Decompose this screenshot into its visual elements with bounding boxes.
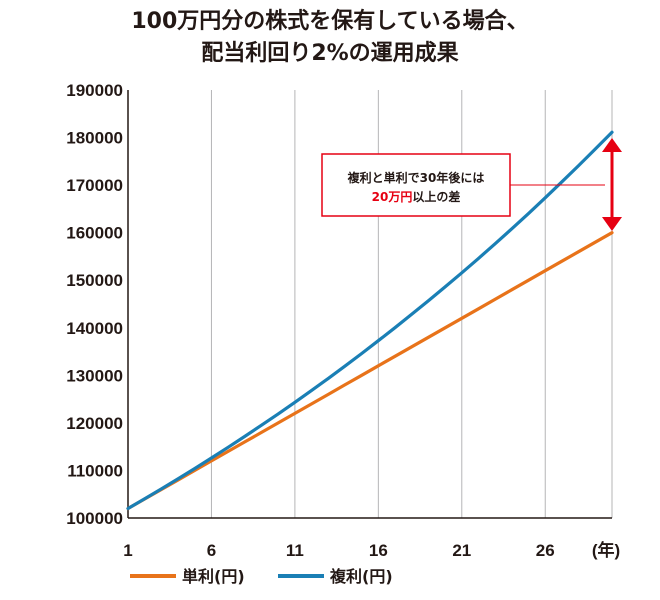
- series-lines: [126, 130, 614, 511]
- y-tick-label-180000: 180000: [66, 129, 123, 148]
- annotation-line2-rest: 以上の差: [412, 189, 460, 204]
- chart-title-line1: 100万円分の株式を保有している場合、: [131, 9, 529, 34]
- y-tick-label-150000: 150000: [66, 271, 123, 290]
- x-tick-label-21: 21: [452, 541, 471, 560]
- y-axis-tick-labels: 100000 110000 120000 130000 140000 150000 1600…: [66, 81, 123, 528]
- y-tick-label-110000: 110000: [67, 461, 123, 480]
- legend: 単利(円) 複利(円): [130, 567, 393, 586]
- legend-label-simple: 単利(円): [182, 567, 245, 586]
- y-tick-label-120000: 120000: [66, 414, 123, 433]
- y-tick-label-170000: 170000: [66, 176, 123, 195]
- y-tick-label-190000: 190000: [66, 81, 123, 100]
- legend-label-compound: 複利(円): [329, 567, 393, 586]
- chart-title: 100万円分の株式を保有している場合、 配当利回り2%の運用成果: [0, 6, 660, 70]
- x-axis-unit: (年): [592, 540, 620, 560]
- annotation-highlight: 20万円: [372, 190, 413, 204]
- axes: [127, 90, 612, 519]
- difference-arrow-down-head: [602, 217, 622, 231]
- x-axis-tick-labels: 1 6 11 16 21 26: [123, 541, 554, 560]
- series-line-compound-interest: [126, 130, 614, 511]
- chart-title-line2: 配当利回り2%の運用成果: [201, 41, 459, 66]
- x-tick-label-11: 11: [286, 541, 304, 560]
- annotation-line2: 20万円以上の差: [372, 189, 461, 204]
- annotation-line1: 複利と単利で30年後には: [347, 170, 485, 185]
- x-axis-unit-label: (年): [592, 540, 620, 560]
- x-tick-label-1: 1: [123, 541, 132, 560]
- difference-annotation: 複利と単利で30年後には 20万円以上の差: [321, 138, 622, 231]
- x-tick-label-26: 26: [536, 541, 555, 560]
- y-tick-label-130000: 130000: [66, 366, 123, 385]
- annotation-box: [321, 153, 511, 217]
- x-tick-label-16: 16: [369, 541, 388, 560]
- difference-arrow-up-head: [602, 138, 622, 152]
- x-tick-label-6: 6: [207, 541, 216, 560]
- y-tick-label-160000: 160000: [66, 224, 123, 243]
- y-tick-label-100000: 100000: [66, 509, 123, 528]
- series-line-simple-interest: [126, 231, 614, 511]
- y-tick-label-140000: 140000: [66, 319, 123, 338]
